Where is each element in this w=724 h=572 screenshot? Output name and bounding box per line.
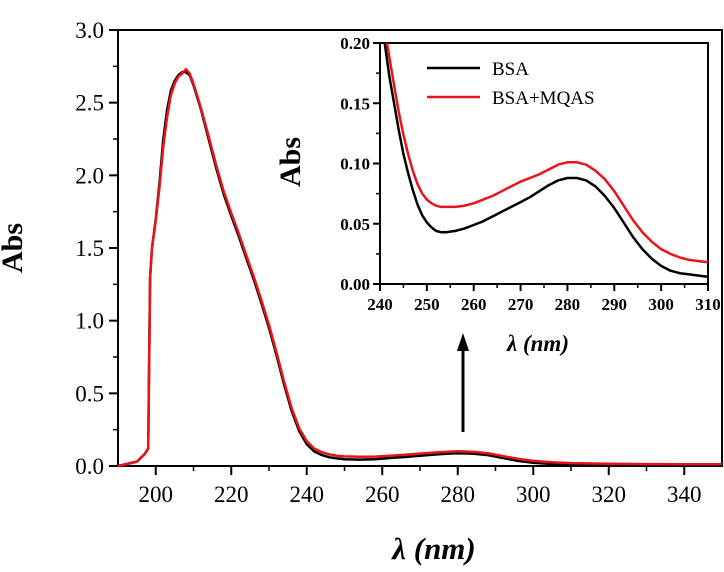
inset-x-tick-label: 270 <box>508 295 534 314</box>
main-y-tick-label: 3.0 <box>75 18 104 43</box>
inset-x-tick-label: 310 <box>695 295 721 314</box>
main-y-tick-label: 2.5 <box>75 91 104 116</box>
inset-legend: BSA BSA+MQAS <box>427 59 595 109</box>
inset-x-tick-label: 290 <box>602 295 628 314</box>
inset-y-axis-label: Abs <box>274 137 307 187</box>
legend-label-bsa: BSA <box>492 59 529 80</box>
main-y-tick-label: 0.5 <box>75 381 104 406</box>
inset-series-line-bsa-mqas <box>385 42 709 264</box>
arrow-head <box>457 333 469 351</box>
main-x-tick-label: 320 <box>592 482 627 507</box>
inset-y-tick-label: 0.20 <box>340 34 370 53</box>
main-y-axis-label: Abs <box>0 223 29 273</box>
inset-x-tick-label: 250 <box>414 295 440 314</box>
inset-series-line-bsa <box>383 42 709 279</box>
main-x-tick-label: 240 <box>290 482 325 507</box>
main-y-tick-label: 0.0 <box>75 454 104 479</box>
main-series-line-bsa-mqas <box>117 67 722 468</box>
inset-x-tick-label: 300 <box>648 295 674 314</box>
main-y-tick-label: 2.0 <box>75 163 104 188</box>
main-plot: 200 220 240 260 280 300 320 340 0.0 0.5 1.0 1.5 2.0 2… <box>0 18 723 566</box>
inset-plot: 240 250 260 270 280 290 300 310 0.00 0.05 0.10 0.15… <box>274 34 721 356</box>
inset-y-tick-label: 0.15 <box>340 94 370 113</box>
inset-x-tick-label: 240 <box>367 295 393 314</box>
main-y-tick-label: 1.5 <box>75 236 104 261</box>
main-x-tick-label: 280 <box>441 482 476 507</box>
inset-y-tick-label: 0.00 <box>340 275 370 294</box>
inset-x-axis-label: λ (nm) <box>506 331 569 356</box>
inset-x-tick-label: 280 <box>555 295 581 314</box>
main-x-tick-label: 260 <box>365 482 400 507</box>
main-plot-series <box>117 67 722 468</box>
legend-label-bsa-mqas: BSA+MQAS <box>492 88 595 109</box>
main-x-tick-label: 300 <box>516 482 551 507</box>
main-axis-ticks: 200 220 240 260 280 300 320 340 0.0 0.5 1.0 1.5 2.0 2… <box>75 18 701 507</box>
main-y-tick-label: 1.0 <box>75 309 104 334</box>
up-arrow-annotation <box>457 333 469 432</box>
inset-plot-series <box>383 42 709 279</box>
inset-axis-ticks: 240 250 260 270 280 290 300 310 0.00 0.05 0.10 0.15… <box>340 34 721 314</box>
main-x-tick-label: 340 <box>667 482 702 507</box>
inset-x-tick-label: 260 <box>461 295 487 314</box>
inset-y-tick-label: 0.05 <box>340 215 370 234</box>
inset-y-tick-label: 0.10 <box>340 155 370 174</box>
main-x-tick-label: 220 <box>214 482 249 507</box>
main-x-axis-label: λ (nm) <box>390 531 476 566</box>
main-x-tick-label: 200 <box>139 482 174 507</box>
